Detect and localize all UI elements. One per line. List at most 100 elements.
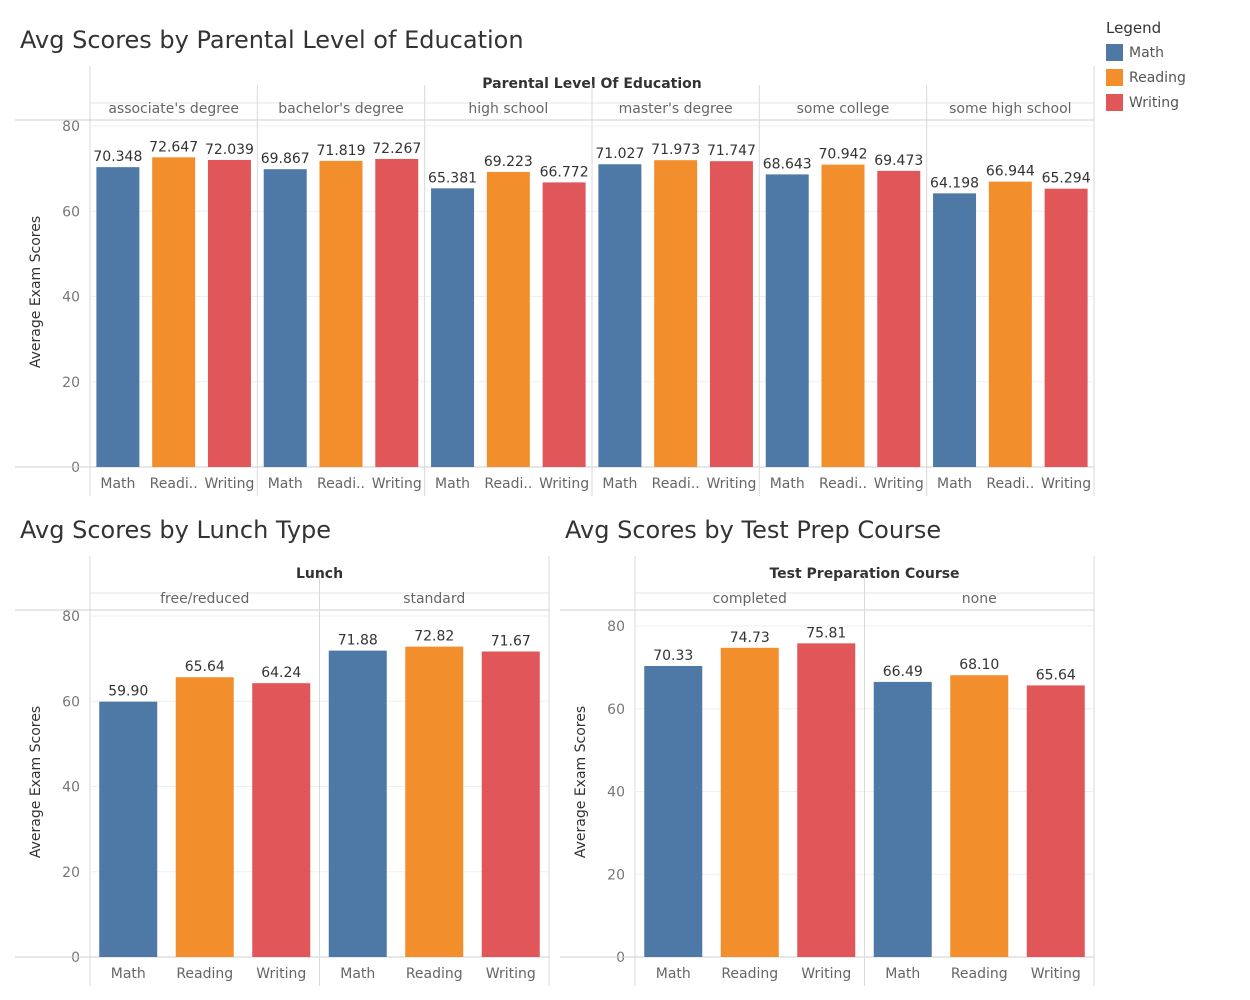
bar[interactable] xyxy=(99,701,158,957)
group-label: none xyxy=(962,591,997,607)
y-tick-label: 80 xyxy=(62,609,80,625)
data-label: 65.64 xyxy=(1036,667,1076,683)
y-tick-label: 60 xyxy=(607,702,625,718)
group-label: some high school xyxy=(949,101,1071,117)
data-label: 71.88 xyxy=(338,633,378,649)
data-label: 72.267 xyxy=(372,141,421,157)
x-tick-label: Math xyxy=(602,476,637,492)
bar[interactable] xyxy=(709,161,753,467)
legend-swatch-reading xyxy=(1106,69,1123,86)
group-label: standard xyxy=(403,591,465,607)
bar[interactable] xyxy=(933,193,977,467)
y-tick-label: 20 xyxy=(607,867,625,883)
group-label: associate's degree xyxy=(108,101,239,117)
bar[interactable] xyxy=(405,646,464,957)
data-label: 71.747 xyxy=(707,143,756,159)
data-label: 65.381 xyxy=(428,170,477,186)
x-tick-label: Readi.. xyxy=(652,476,700,492)
legend-item-writing[interactable]: Writing xyxy=(1106,90,1186,115)
x-tick-label: Readi.. xyxy=(986,476,1034,492)
facet-title: Parental Level Of Education xyxy=(482,76,701,92)
bar[interactable] xyxy=(375,158,419,467)
x-tick-label: Math xyxy=(937,476,972,492)
bar[interactable] xyxy=(720,647,779,957)
x-tick-label: Writing xyxy=(1031,966,1081,982)
bar[interactable] xyxy=(873,681,932,957)
facet-title: Test Preparation Course xyxy=(769,566,959,582)
group-label: master's degree xyxy=(619,101,733,117)
x-tick-label: Writing xyxy=(486,966,536,982)
y-tick-label: 20 xyxy=(62,865,80,881)
chart-title-parental: Avg Scores by Parental Level of Educatio… xyxy=(20,26,524,54)
chart-title-prep: Avg Scores by Test Prep Course xyxy=(565,516,942,544)
legend-label-reading: Reading xyxy=(1129,69,1186,86)
x-tick-label: Writing xyxy=(1041,476,1091,492)
y-tick-label: 0 xyxy=(71,460,80,476)
bar[interactable] xyxy=(1044,188,1088,467)
data-label: 69.867 xyxy=(261,151,310,167)
bar[interactable] xyxy=(797,643,856,957)
data-label: 69.473 xyxy=(874,153,923,169)
data-label: 70.348 xyxy=(93,149,142,165)
y-tick-label: 40 xyxy=(62,290,80,306)
data-label: 64.198 xyxy=(930,175,979,191)
x-tick-label: Writing xyxy=(256,966,306,982)
y-tick-label: 60 xyxy=(62,204,80,220)
bar[interactable] xyxy=(654,160,698,467)
chart-1: Lunch 0 20 40 60 80 Average Exam Scores free/re… xyxy=(15,556,550,986)
group-label: free/reduced xyxy=(160,591,249,607)
bar[interactable] xyxy=(96,167,140,467)
legend-item-math[interactable]: Math xyxy=(1106,40,1186,65)
data-label: 71.67 xyxy=(491,634,531,650)
legend-swatch-math xyxy=(1106,44,1123,61)
data-label: 59.90 xyxy=(108,684,148,700)
legend-label-writing: Writing xyxy=(1129,94,1179,111)
bar[interactable] xyxy=(431,188,475,468)
legend-item-reading[interactable]: Reading xyxy=(1106,65,1186,90)
bar[interactable] xyxy=(481,651,540,957)
bar[interactable] xyxy=(765,174,809,467)
bar[interactable] xyxy=(542,182,586,468)
data-label: 68.643 xyxy=(763,156,812,172)
bar[interactable] xyxy=(486,171,530,468)
data-label: 69.223 xyxy=(484,154,533,170)
bar[interactable] xyxy=(152,157,196,467)
x-tick-label: Reading xyxy=(951,966,1008,982)
x-tick-label: Math xyxy=(656,966,691,982)
x-tick-label: Readi.. xyxy=(150,476,198,492)
bar[interactable] xyxy=(1026,685,1085,957)
x-tick-label: Writing xyxy=(801,966,851,982)
bar[interactable] xyxy=(263,169,307,468)
bar[interactable] xyxy=(877,170,921,467)
bar[interactable] xyxy=(328,650,387,957)
data-label: 75.81 xyxy=(806,625,846,641)
data-label: 70.33 xyxy=(653,648,693,664)
bar[interactable] xyxy=(207,159,251,467)
bar[interactable] xyxy=(252,683,311,957)
bar[interactable] xyxy=(175,677,234,957)
x-tick-label: Reading xyxy=(721,966,778,982)
bar[interactable] xyxy=(644,666,703,957)
bar[interactable] xyxy=(821,164,865,467)
chart-0: Parental Level Of Education 0 20 40 60 80 Aver… xyxy=(15,66,1095,496)
bar[interactable] xyxy=(988,181,1032,468)
bar[interactable] xyxy=(598,164,642,467)
bar[interactable] xyxy=(319,160,363,467)
x-tick-label: Writing xyxy=(539,476,589,492)
x-tick-label: Math xyxy=(340,966,375,982)
data-label: 71.027 xyxy=(595,146,644,162)
data-label: 71.973 xyxy=(651,142,700,158)
y-tick-label: 60 xyxy=(62,694,80,710)
x-tick-label: Math xyxy=(100,476,135,492)
data-label: 66.772 xyxy=(540,164,589,180)
bar[interactable] xyxy=(950,675,1009,957)
legend-label-math: Math xyxy=(1129,44,1165,61)
y-tick-label: 0 xyxy=(71,950,80,966)
data-label: 70.942 xyxy=(819,147,868,163)
x-tick-label: Readi.. xyxy=(317,476,365,492)
data-label: 64.24 xyxy=(261,665,301,681)
x-tick-label: Math xyxy=(885,966,920,982)
data-label: 74.73 xyxy=(730,630,770,646)
chart-2: Test Preparation Course 0 20 40 60 80 Average … xyxy=(560,556,1095,986)
